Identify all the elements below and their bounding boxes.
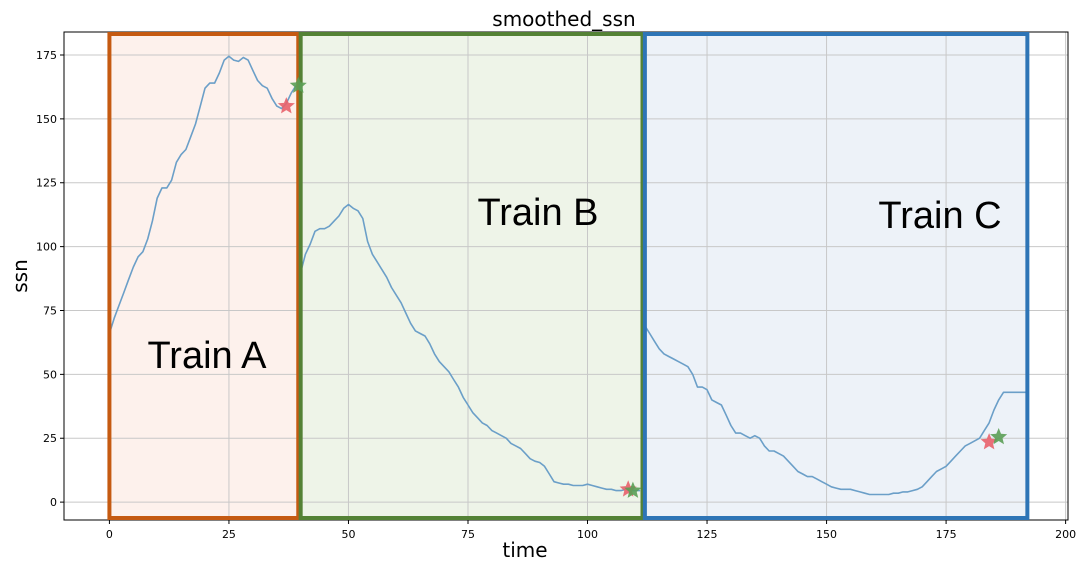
region-fill-2 — [644, 34, 1028, 518]
markers — [277, 76, 1008, 498]
grid — [64, 32, 1068, 520]
series-line-C — [644, 325, 1028, 496]
y-tick-label: 100 — [36, 241, 57, 254]
x-tick-label: 175 — [936, 528, 957, 541]
region-label-1: Train B — [477, 192, 598, 234]
region-border-2 — [642, 32, 1030, 520]
x-tick-label: 0 — [106, 528, 113, 541]
y-tick-label: 75 — [43, 304, 57, 317]
star-marker — [990, 428, 1008, 445]
series-line-A — [108, 55, 297, 334]
y-tick-label: 150 — [36, 113, 57, 126]
x-tick-label: 50 — [341, 528, 355, 541]
region-label-0: Train A — [148, 335, 268, 377]
x-tick-label: 75 — [461, 528, 475, 541]
series-line-B — [299, 203, 641, 492]
region-fill-0 — [109, 34, 299, 518]
x-tick-label: 125 — [697, 528, 718, 541]
region-border-1 — [298, 32, 645, 520]
x-tick-label: 25 — [222, 528, 236, 541]
region-fills — [109, 34, 1028, 518]
star-marker — [289, 76, 307, 93]
x-tick-label: 100 — [577, 528, 598, 541]
chart-title: smoothed_ssn — [492, 7, 635, 31]
region-labels: Train A Train B Train C — [148, 192, 1002, 377]
region-fill-1 — [300, 34, 643, 518]
y-tick-label: 25 — [43, 432, 57, 445]
y-tick-label: 0 — [50, 496, 57, 509]
star-marker — [980, 433, 998, 450]
y-tick-label: 175 — [36, 49, 57, 62]
y-axis-label: ssn — [8, 259, 32, 293]
star-marker — [624, 481, 642, 498]
y-tick-label: 50 — [43, 368, 57, 381]
x-axis-label: time — [502, 538, 547, 562]
region-borders — [107, 32, 1030, 520]
x-tick-label: 150 — [816, 528, 837, 541]
region-border-0 — [107, 32, 301, 520]
region-label-2: Train C — [878, 195, 1001, 237]
star-marker — [277, 97, 295, 114]
x-tick-label: 200 — [1055, 528, 1076, 541]
y-tick-label: 125 — [36, 177, 57, 190]
series-lines — [108, 55, 1028, 496]
